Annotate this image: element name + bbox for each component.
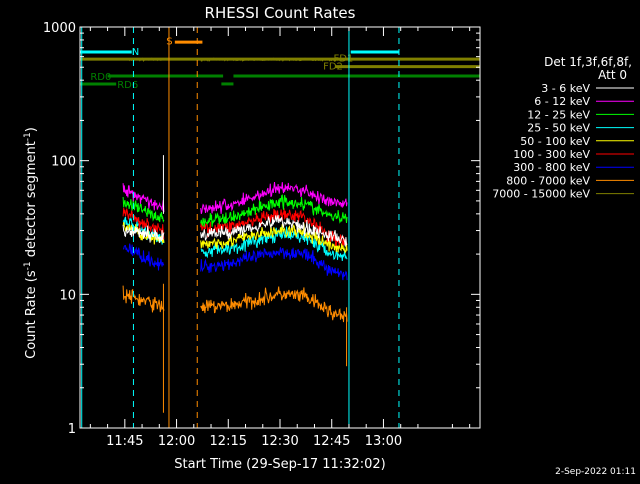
series-5-segment-0 [122,207,165,240]
series-7-segment-1 [200,286,348,323]
legend-label-8: 7000 - 15000 keV [492,188,590,201]
series-2-segment-0 [122,196,165,223]
y-label-part-2: detector segment [24,141,39,261]
x-tick-label-1: 12:00 [158,434,195,449]
y-tick-label-3: 1000 [43,21,76,36]
y-label-part-1: Count Rate (s [24,270,39,359]
series-0-segment-0 [122,225,165,244]
x-tick-label-3: 12:30 [261,434,298,449]
series-4-segment-1 [200,223,348,254]
legend-label-4: 50 - 100 keV [520,135,590,148]
chart-title: RHESSI Count Rates [205,4,356,22]
series-1-segment-1 [200,181,348,214]
legend-label-0: 3 - 6 keV [541,82,590,95]
y-tick-label-2: 100 [51,155,76,170]
series-layer [122,57,348,413]
x-tick-label-5: 13:00 [365,434,402,449]
flag-label-3: FD1 [333,54,353,65]
flags-layer: NSFD1FD2RD0RD6 [80,37,480,91]
legend-title-line-1: Det 1f,3f,6f,8f, [544,55,632,69]
y-label-sup-2: -1 [23,132,33,141]
vlines-layer [81,27,400,428]
y-tick-label-1: 10 [59,288,76,303]
flag-label-0: N [132,47,139,58]
y-label-part-3: ) [24,127,39,132]
legend-label-1: 6 - 12 keV [534,95,590,108]
series-3-segment-1 [200,226,348,262]
axes-layer: 1 10 100 1000 11:45 12:00 12:15 12:30 12:45 13:00 [43,21,481,449]
legend-label-7: 800 - 7000 keV [506,174,590,187]
flag-label-7: RD6 [117,80,138,91]
x-tick-label-2: 12:15 [210,434,247,449]
y-label-sup-1: -1 [23,261,33,270]
x-axis-label: Start Time (29-Sep-17 11:32:02) [174,457,385,472]
series-0-segment-1 [200,214,348,247]
legend-label-6: 300 - 800 keV [513,161,590,174]
flag-label-5: RD0 [90,72,111,83]
x-tick-label-0: 11:45 [106,434,143,449]
series-2-segment-1 [200,194,348,228]
y-axis-label: Count Rate (s-1 detector segment-1) [23,127,39,359]
series-7-segment-0 [122,285,165,313]
flag-label-4: FD2 [323,62,343,73]
y-tick-label-0: 1 [68,422,76,437]
series-6-segment-1 [200,247,348,281]
x-tick-label-4: 12:45 [313,434,350,449]
y-axis-label-text: Count Rate (s-1 detector segment-1) [23,127,39,359]
legend-label-5: 100 - 300 keV [513,148,590,161]
legend-label-2: 12 - 25 keV [527,108,590,121]
legend-label-3: 25 - 50 keV [527,122,590,135]
legend-title-line-2: Att 0 [598,68,627,82]
series-1-segment-0 [122,183,165,213]
timestamp: 2-Sep-2022 01:11 [555,467,636,477]
series-6-segment-0 [123,243,165,271]
